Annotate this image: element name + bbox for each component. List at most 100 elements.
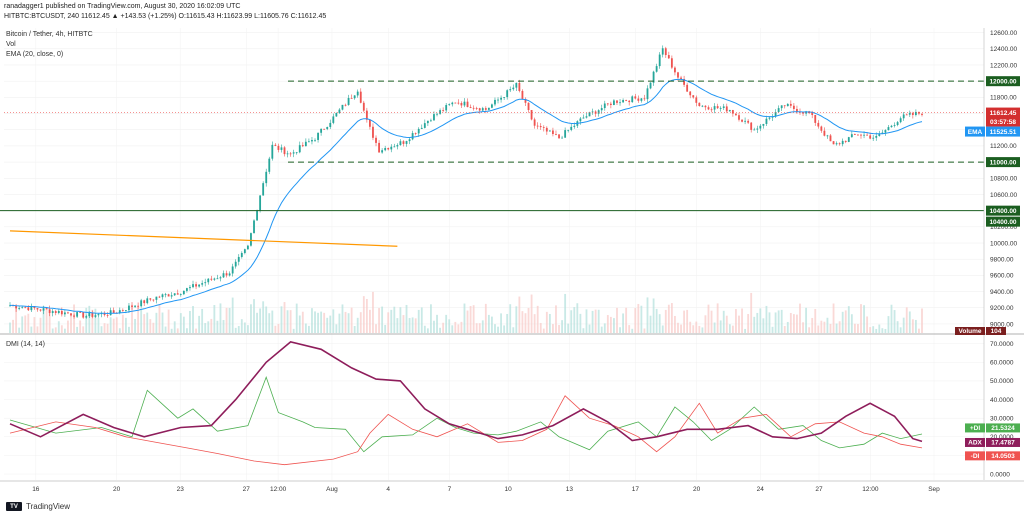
- candle-body: [39, 309, 42, 311]
- candle-body: [783, 105, 786, 107]
- volume-bar: [637, 303, 640, 333]
- candle-body: [530, 110, 533, 120]
- volume-bar: [195, 328, 197, 333]
- candle-body: [51, 311, 54, 314]
- volume-bar: [134, 318, 136, 333]
- candle-body: [869, 135, 872, 139]
- volume-bar: [228, 307, 231, 333]
- candle-body: [905, 114, 908, 116]
- volume-bar: [689, 321, 692, 333]
- candle-body: [433, 114, 435, 121]
- candle-body: [182, 290, 185, 295]
- candle-body: [243, 249, 246, 254]
- volume-bar: [454, 321, 457, 333]
- volume-bar: [140, 308, 143, 333]
- candle-body: [884, 130, 887, 133]
- volume-bar: [207, 321, 210, 333]
- candle-body: [399, 141, 402, 146]
- volume-bar: [622, 313, 624, 333]
- candle-body: [45, 308, 48, 310]
- candle-body: [707, 107, 710, 110]
- volume-bar: [588, 324, 591, 333]
- volume-bar: [277, 323, 280, 333]
- candle-body: [420, 127, 423, 129]
- candle-body: [152, 299, 155, 301]
- volume-bar: [805, 307, 808, 333]
- tags: 12000.00 11000.00 10400.00 10400.00 11612.45…: [955, 76, 1020, 461]
- candle-body: [817, 122, 820, 127]
- volume-bar: [731, 325, 734, 333]
- candle-body: [304, 141, 307, 147]
- candle-body: [518, 82, 521, 91]
- candle-body: [430, 120, 432, 122]
- ema-line: [10, 78, 923, 315]
- candle-body: [890, 125, 893, 128]
- volume-bar: [680, 324, 682, 333]
- volume-bar: [179, 313, 182, 333]
- candle-body: [466, 101, 469, 108]
- volume-bar: [600, 326, 603, 333]
- volume-bar: [863, 305, 865, 333]
- volume-bar: [79, 320, 82, 333]
- volume-bar: [564, 293, 567, 333]
- tradingview-brand[interactable]: TV TradingView: [6, 502, 70, 511]
- volume-bar: [219, 303, 222, 333]
- volume-bar: [121, 314, 124, 333]
- volume-bar: [259, 308, 262, 333]
- candle-body: [259, 195, 262, 211]
- time-tick-label: 7: [448, 486, 452, 493]
- volume-bar: [240, 319, 243, 333]
- volume-bar: [634, 308, 637, 333]
- volume-bar: [500, 313, 502, 333]
- volume-bar: [548, 313, 551, 333]
- volume-bar: [823, 321, 826, 333]
- candle-body: [631, 96, 634, 103]
- volume-bar: [451, 325, 454, 333]
- candle-body: [408, 139, 411, 142]
- candle-body: [780, 105, 783, 109]
- candle-body: [616, 100, 618, 103]
- candle-body: [487, 107, 490, 110]
- candle-body: [728, 110, 731, 112]
- volume-bar: [335, 324, 338, 333]
- volume-bar: [283, 302, 286, 333]
- volume-bar: [149, 319, 152, 333]
- volume-bar: [405, 304, 408, 333]
- candle-body: [24, 307, 27, 309]
- candle-body: [478, 108, 481, 111]
- volume-bar: [512, 327, 515, 333]
- candle-body: [863, 134, 865, 136]
- volume-bar: [631, 328, 634, 333]
- candle-body: [725, 106, 728, 112]
- candle-body: [573, 125, 576, 127]
- vol-label: Vol: [6, 41, 16, 48]
- candle-body: [314, 139, 316, 141]
- volume-bar: [393, 306, 396, 333]
- candle-body: [481, 108, 484, 111]
- dmi-lines: [9, 341, 923, 466]
- candle-body: [140, 300, 143, 307]
- level-tag: [986, 216, 1020, 227]
- candle-body: [85, 316, 88, 318]
- candle-body: [426, 120, 429, 124]
- volume-bar: [30, 326, 33, 333]
- candle-body: [606, 103, 609, 105]
- candle-body: [195, 284, 197, 287]
- candle-body: [67, 312, 69, 314]
- candle-body: [750, 122, 753, 130]
- volume-bar: [777, 310, 780, 333]
- volume-bar: [686, 309, 689, 333]
- candle-body: [439, 110, 441, 114]
- dmi-series-line: [9, 395, 923, 466]
- candle-body: [914, 111, 917, 116]
- volume-bar: [423, 325, 426, 333]
- candle-body: [524, 98, 527, 103]
- volume-bar: [905, 307, 908, 333]
- volume-bar: [829, 323, 832, 333]
- volume-bar: [713, 322, 716, 333]
- volume-bar: [314, 311, 316, 333]
- volume-bar: [606, 315, 609, 333]
- candle-body: [274, 144, 277, 146]
- candle-body: [579, 118, 582, 122]
